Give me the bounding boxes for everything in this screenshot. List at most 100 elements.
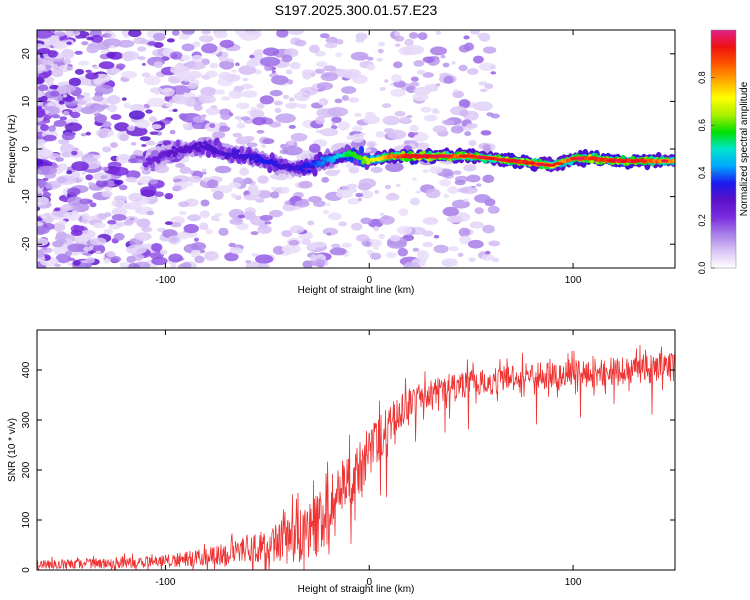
spectrogram-noise-blob [235,62,240,67]
y-tick-label: 20 [21,48,32,60]
spectrogram-noise-blob [263,47,280,56]
spectrogram-noise-blob [239,31,260,41]
spectrogram-noise-blob [84,253,92,257]
spectrogram-noise-blob [435,83,441,87]
spectrogram-noise-blob [121,51,140,61]
spectrogram-noise-blob [199,35,214,43]
spectrogram-noise-blob [218,227,229,236]
spectrogram-noise-blob [220,112,231,120]
spectrogram-noise-blob [432,108,439,113]
spectrogram-noise-blob [37,158,44,167]
spectrogram-noise-blob [219,60,235,70]
spectrogram-noise-blob [327,212,342,221]
spectrogram-noise-blob [341,95,349,101]
spectrogram-noise-blob [393,61,403,69]
spectrogram-noise-blob [142,62,146,66]
spectrogram-noise-blob [116,153,131,164]
spectrogram-noise-blob [98,61,115,70]
spectrogram-noise-blob [288,239,300,246]
spectrogram-ridge-core [235,149,240,153]
spectrogram-noise-blob [276,30,289,38]
x-tick-label: 100 [565,577,582,588]
spectrogram-noise-blob [272,245,285,255]
spectrogram-noise-blob [480,130,492,136]
spectrogram-noise-blob [274,107,282,114]
spectrogram-x-axis-label: Height of straight line (km) [298,285,415,296]
spectrogram-noise-blob [165,221,173,226]
spectrogram-noise-blob [44,64,52,69]
spectrogram-noise-blob [140,39,148,45]
spectrogram-noise-blob [374,189,380,194]
spectrogram-noise-blob [375,131,386,138]
spectrogram-noise-blob [58,139,70,145]
spectrogram-noise-blob [37,249,45,258]
spectrogram-noise-blob [123,220,134,226]
spectrogram-noise-blob [192,123,202,130]
spectrogram-noise-blob [450,125,464,134]
colorbar: 0.0 0.2 0.4 0.6 0.8 Normalized spectral ampl… [697,29,750,274]
spectrogram-noise-blob [55,175,77,185]
spectrogram-noise-blob [87,42,100,52]
spectrogram-ridge-core [171,146,176,150]
spectrogram-noise-blob [370,166,383,174]
spectrogram-noise-blob [52,85,59,90]
spectrogram-noise-blob [119,133,129,142]
spectrogram-noise-blob [271,186,276,191]
spectrogram-noise-blob [423,114,438,122]
spectrogram-noise-blob [101,166,109,172]
spectrogram-noise-blob [126,255,136,263]
spectrogram-noise-blob [118,184,128,191]
ridge-blobs [141,136,675,178]
spectrogram-noise-blob [134,232,152,241]
spectrogram-noise-blob [212,190,224,200]
spectrogram-noise-blob [275,113,296,123]
spectrogram-noise-blob [257,263,270,268]
spectrogram-noise-blob [72,30,79,34]
spectrogram-noise-blob [441,258,459,267]
spectrogram-noise-blob [115,221,126,227]
spectrogram-noise-blob [467,68,479,75]
spectrogram-noise-blob [478,62,497,71]
spectrogram-noise-blob [129,103,146,113]
spectrogram-noise-blob [123,102,131,109]
spectrogram-noise-blob [56,85,68,95]
spectrogram-noise-blob [200,199,210,207]
spectrogram-y-axis-label: Frequency (Hz) [7,115,18,184]
spectrogram-noise-blob [125,176,137,183]
spectrogram-noise-blob [151,243,163,252]
spectrogram-hotspot [632,159,640,163]
spectrogram-noise-blob [282,94,290,100]
spectrogram-noise-blob [289,225,305,234]
spectrogram-noise-blob [355,38,365,43]
spectrogram-ridge-core [156,159,161,164]
spectrogram-noise-blob [281,244,301,254]
spectrogram-noise-blob [370,252,382,260]
spectrogram-noise-blob [294,39,307,47]
spectrogram-ridge-band [175,139,181,148]
spectrogram-noise-blob [128,30,142,38]
spectrogram-noise-blob [342,71,360,79]
spectrogram-noise-blob [200,86,217,97]
spectrogram-noise-blob [38,72,50,79]
spectrogram-noise-blob [68,257,76,262]
spectrogram-noise-blob [331,122,336,126]
spectrogram-noise-blob [96,179,108,188]
spectrogram-noise-blob [316,82,333,91]
spectrogram-noise-blob [60,48,75,59]
spectrogram-hotspot [404,154,409,158]
spectrogram-noise-blob [130,142,137,146]
spectrogram-noise-blob [459,109,469,117]
spectrogram-noise-blob [335,190,353,199]
spectrogram-hotspot [484,157,498,160]
spectrogram-noise-blob [236,222,249,230]
spectrogram-noise-blob [282,146,303,156]
spectrogram-noise-blob [78,60,89,66]
snr-x-axis-label: Height of straight line (km) [298,584,415,595]
spectrogram-ridge-core [203,141,208,145]
spectrogram-noise-blob [149,131,159,136]
spectrogram-hotspot [433,154,444,158]
spectrogram-noise-blob [161,87,175,97]
spectrogram-noise-blob [443,75,454,84]
spectrogram-noise-blob [42,134,57,142]
spectrogram-noise-blob [384,184,391,190]
